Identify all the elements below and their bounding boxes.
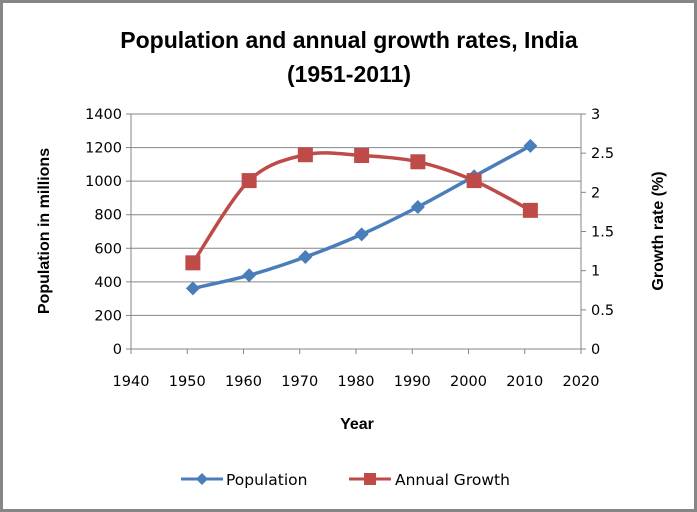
gridlines [131, 113, 581, 316]
data-point-population [354, 227, 369, 242]
series-line-population [192, 144, 532, 291]
x-tick-label: 1960 [225, 374, 262, 390]
data-point-population [185, 281, 200, 296]
y-tick-label: 400 [94, 275, 122, 291]
y2-tick-label: 2.5 [591, 146, 614, 162]
data-point-population [523, 138, 538, 153]
data-point-annual-growth [241, 173, 257, 189]
y2-tick-label: 1.5 [591, 225, 614, 241]
legend-item-population[interactable]: Population [181, 471, 307, 489]
x-tick-label: 2010 [506, 374, 543, 390]
legend: Population Annual Growth [181, 471, 510, 489]
x-tick-label: 1990 [394, 374, 431, 390]
series-layer [185, 138, 538, 296]
y-axis-label: Population in millions [36, 148, 53, 314]
x-tick-label: 1970 [281, 374, 318, 390]
x-tick-label: 2000 [450, 374, 487, 390]
y2-axis-label: Growth rate (%) [650, 171, 667, 290]
data-point-population [298, 250, 313, 265]
square-marker-icon [364, 473, 376, 485]
y2-tick-label: 3 [591, 107, 600, 123]
y-tick-label: 1000 [85, 174, 122, 190]
x-axis-label: Year [340, 416, 374, 433]
x-axis-ticks: 1940 1950 1960 1970 1980 1990 2000 2010 2020 [113, 349, 600, 390]
x-tick-label: 1940 [113, 374, 150, 390]
y-tick-label: 0 [113, 342, 122, 358]
chart-subtitle: (1951-2011) [287, 61, 411, 87]
chart-title: Population and annual growth rates, Indi… [120, 27, 578, 53]
x-tick-label: 1950 [169, 374, 206, 390]
series-line-annual-growth [191, 151, 532, 264]
data-point-annual-growth [410, 154, 426, 170]
data-point-annual-growth [466, 173, 482, 189]
y-axis-ticks: 0 200 400 600 800 1000 1200 1400 [85, 107, 131, 358]
y-tick-label: 1200 [85, 141, 122, 157]
y-tick-label: 600 [94, 241, 122, 257]
y-tick-label: 800 [94, 208, 122, 224]
y2-tick-label: 1 [591, 264, 600, 280]
data-point-annual-growth [354, 148, 370, 164]
y2-tick-label: 0.5 [591, 303, 614, 319]
diamond-marker-icon [196, 473, 208, 485]
y-tick-label: 200 [94, 308, 122, 324]
legend-label-annual-growth: Annual Growth [395, 471, 510, 489]
y-tick-label: 1400 [85, 107, 122, 123]
data-point-population [410, 199, 425, 214]
legend-label-population: Population [226, 471, 307, 489]
data-point-annual-growth [185, 255, 201, 271]
legend-item-annual-growth[interactable]: Annual Growth [349, 471, 510, 489]
y2-tick-label: 0 [591, 342, 600, 358]
x-tick-label: 2020 [563, 374, 600, 390]
data-point-annual-growth [522, 202, 538, 218]
data-point-annual-growth [297, 147, 313, 163]
y2-tick-label: 2 [591, 185, 600, 201]
x-tick-label: 1980 [338, 374, 375, 390]
data-point-population [242, 268, 257, 283]
y2-axis-ticks: 0 0.5 1 1.5 2 2.5 3 [581, 107, 614, 358]
